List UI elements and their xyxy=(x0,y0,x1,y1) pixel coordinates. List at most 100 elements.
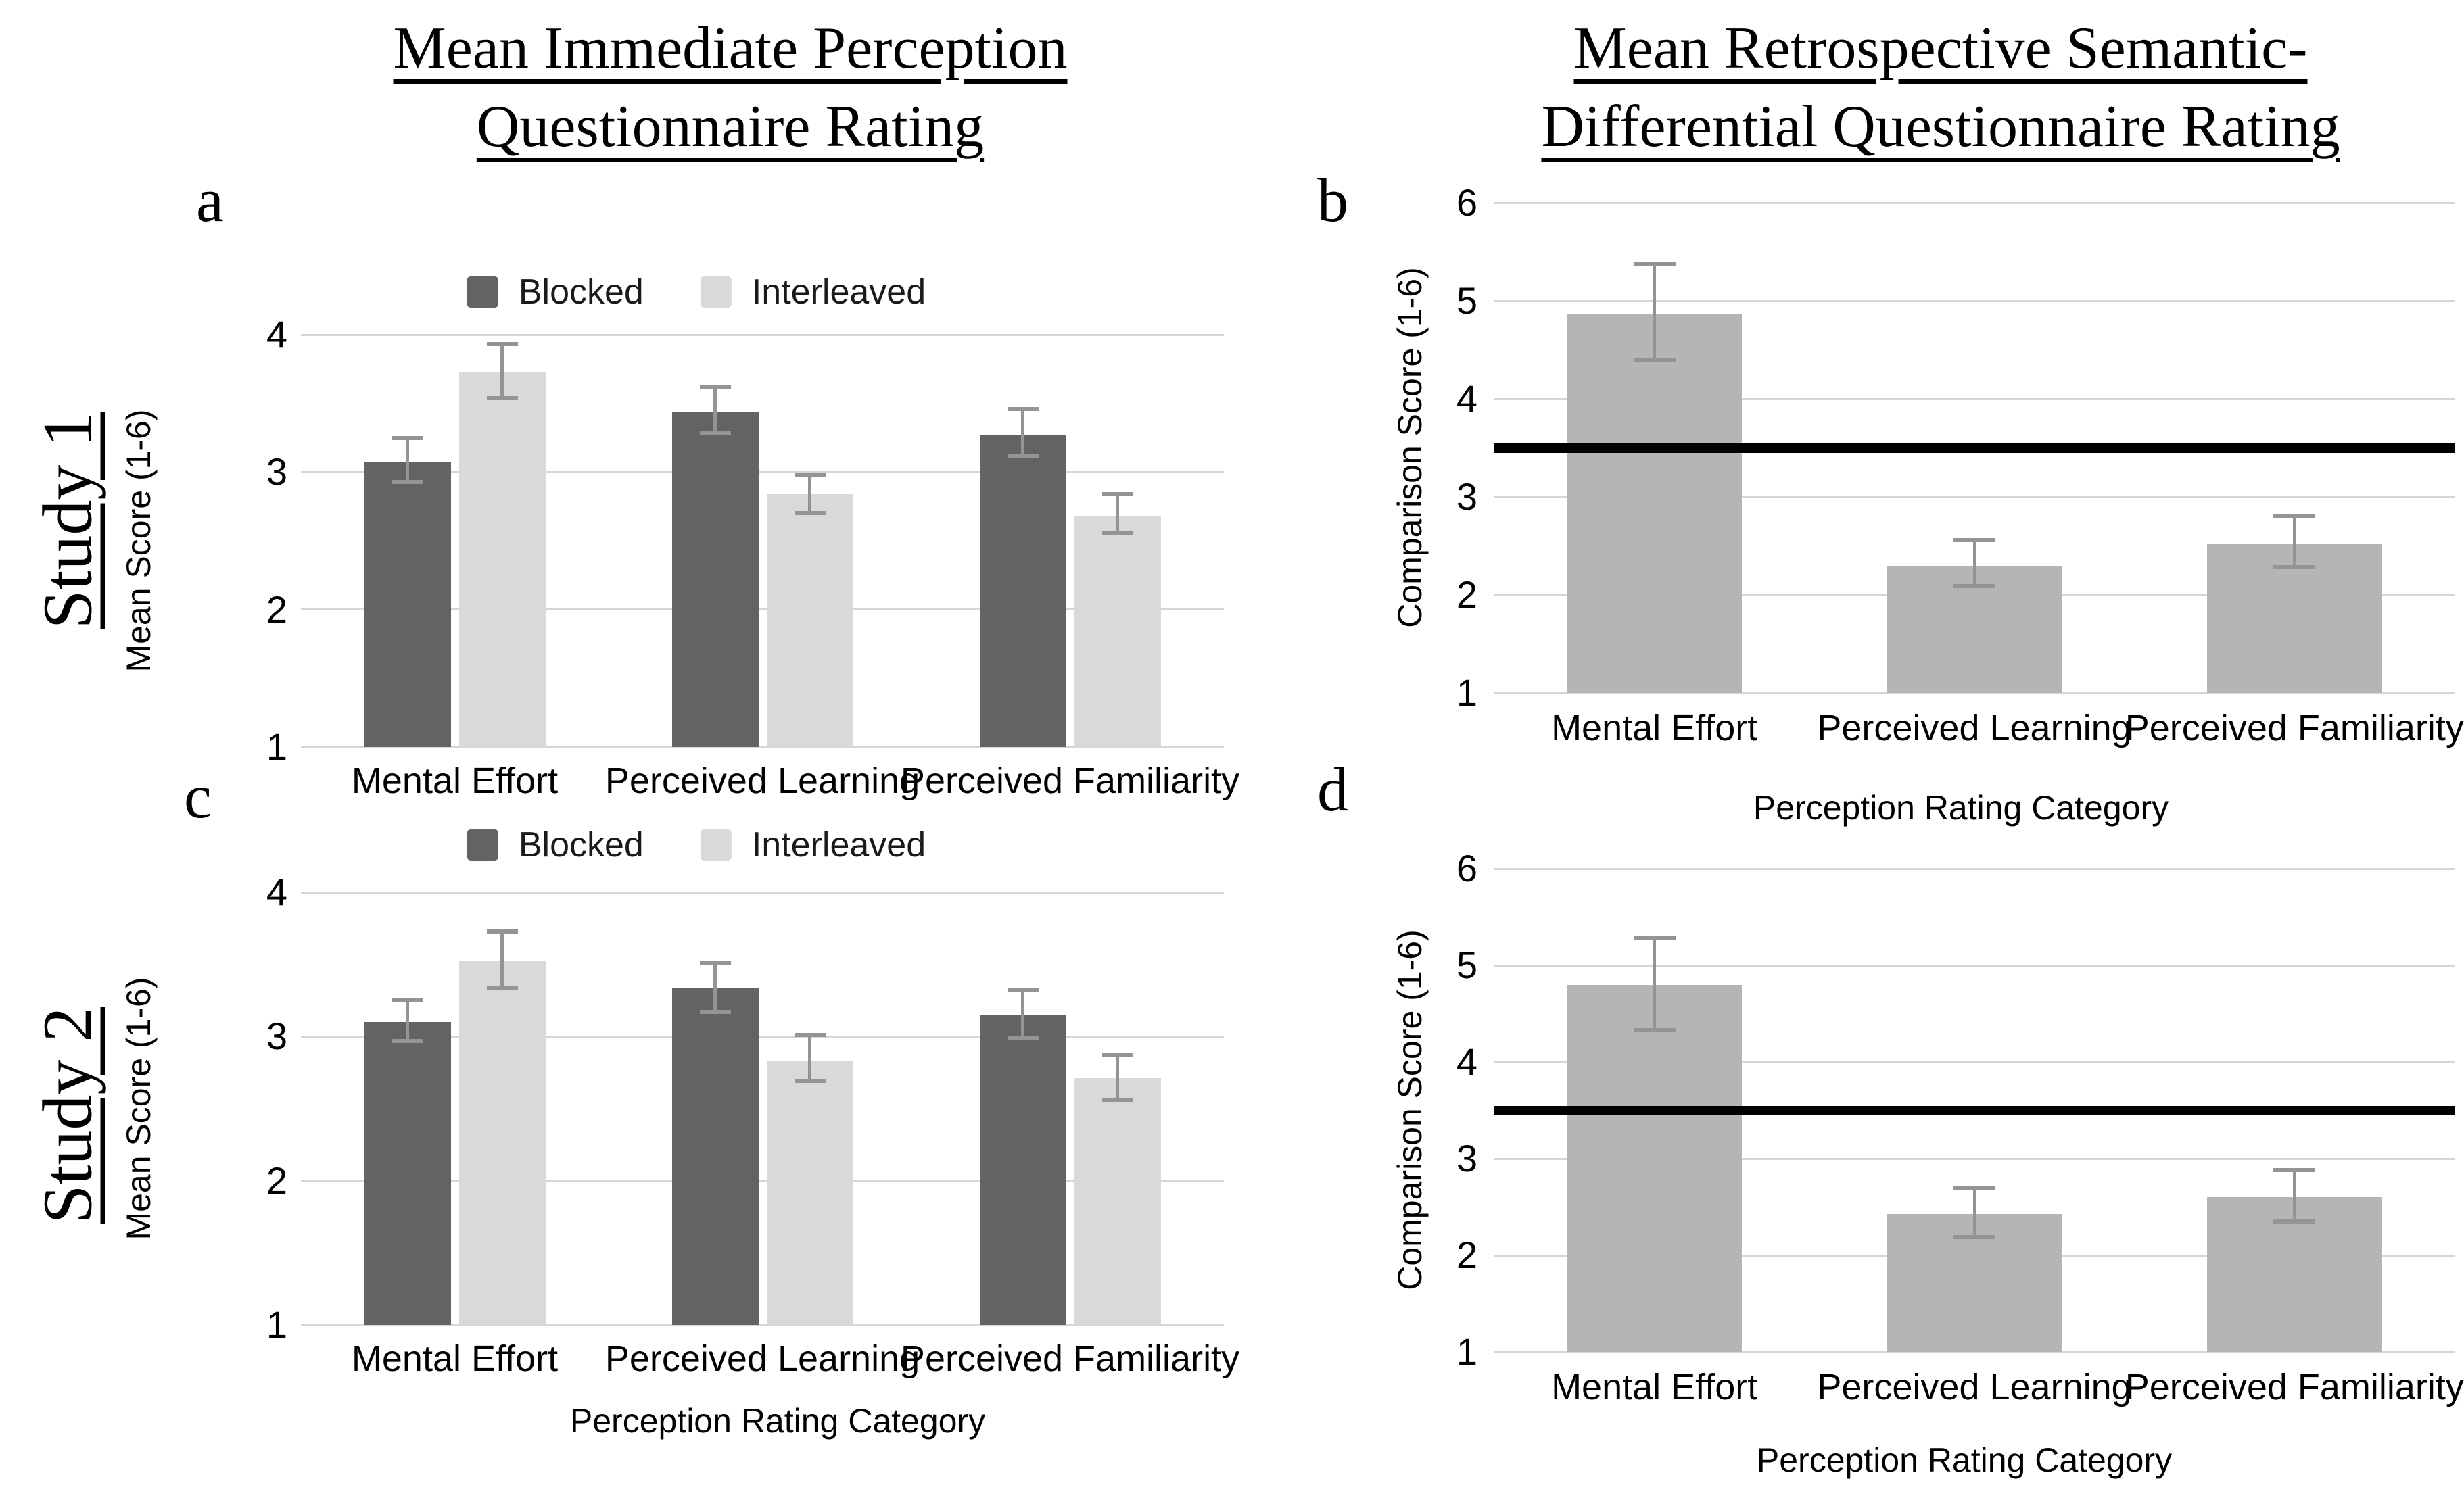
plot-area xyxy=(1494,201,2455,694)
plot-area xyxy=(1494,867,2455,1353)
gridline xyxy=(301,333,1224,336)
bar-blocked xyxy=(364,1022,451,1325)
y-tick-label: 3 xyxy=(266,450,287,493)
gridline xyxy=(301,746,1224,748)
right-column-title-line1: Mean Retrospective Semantic- xyxy=(1573,16,2308,81)
gridline xyxy=(1494,1351,2455,1353)
panel-letter-b: b xyxy=(1317,166,1348,235)
bar-mean xyxy=(1567,984,1742,1352)
category-label: Mental Effort xyxy=(1551,708,1758,748)
error-bar-cap-bottom xyxy=(486,395,518,400)
legend-item-interleaved: Interleaved xyxy=(700,272,926,312)
y-tick-label: 2 xyxy=(266,1159,287,1202)
bar-mean xyxy=(2207,543,2382,693)
error-bar-cap-top xyxy=(486,342,518,347)
y-tick-label: 3 xyxy=(1456,475,1477,518)
error-bar-cap-bottom xyxy=(1633,358,1676,363)
error-bar-line xyxy=(500,931,504,988)
category-label: Perceived Learning xyxy=(1817,1367,2132,1407)
error-bar-cap-top xyxy=(486,929,518,934)
error-bar-cap-bottom xyxy=(794,511,826,516)
category-label: Perceived Familiarity xyxy=(900,760,1240,801)
error-bar-cap-bottom xyxy=(1007,1036,1039,1040)
y-axis-title: Comparison Score (1-6) xyxy=(1391,929,1429,1290)
error-bar-line xyxy=(406,437,409,482)
plot-area xyxy=(301,891,1224,1326)
y-tick-label: 5 xyxy=(1456,944,1477,986)
bar-blocked xyxy=(979,1015,1066,1325)
error-bar-cap-top xyxy=(1953,537,1995,542)
y-tick-label: 4 xyxy=(1456,377,1477,420)
error-bar-cap-top xyxy=(1101,1053,1133,1058)
gridline xyxy=(1494,299,2455,302)
error-bar-line xyxy=(1972,539,1976,586)
error-bar-line xyxy=(2292,515,2296,568)
reference-line xyxy=(1494,1105,2455,1115)
y-axis-title: Mean Score (1-6) xyxy=(120,409,158,673)
bar-blocked xyxy=(671,411,759,747)
error-bar-cap-bottom xyxy=(486,985,518,990)
error-bar-line xyxy=(808,475,811,514)
x-axis-title: Perception Rating Category xyxy=(1753,789,2169,827)
right-column-title-line2: Differential Questionnaire Rating xyxy=(1541,94,2340,160)
y-tick-label: 3 xyxy=(266,1015,287,1058)
error-bar-cap-top xyxy=(2273,1168,2316,1173)
legend-swatch-interleaved xyxy=(700,829,732,861)
category-label: Perceived Familiarity xyxy=(2125,708,2464,748)
error-bar-cap-top xyxy=(1101,491,1133,496)
error-bar-cap-bottom xyxy=(699,431,731,436)
error-bar-cap-top xyxy=(1007,988,1039,993)
error-bar-cap-bottom xyxy=(1633,1027,1676,1032)
error-bar-cap-top xyxy=(794,473,826,477)
gridline xyxy=(301,891,1224,894)
y-tick-label: 6 xyxy=(1456,847,1477,890)
y-tick-label: 2 xyxy=(266,587,287,631)
legend-item-blocked: Blocked xyxy=(467,272,644,312)
error-bar-line xyxy=(808,1035,811,1082)
category-label: Perceived Familiarity xyxy=(2125,1367,2464,1407)
error-bar-line xyxy=(1116,1055,1119,1100)
y-axis-title: Comparison Score (1-6) xyxy=(1391,267,1429,628)
gridline xyxy=(1494,495,2455,498)
error-bar-cap-top xyxy=(2273,513,2316,518)
reference-line xyxy=(1494,443,2455,453)
x-axis-title: Perception Rating Category xyxy=(1756,1441,2173,1479)
bar-interleaved xyxy=(458,371,546,747)
gridline xyxy=(1494,201,2455,204)
error-bar-line xyxy=(713,387,717,434)
left-column-title: Mean Immediate Perception Questionnaire … xyxy=(394,9,1068,166)
error-bar-cap-bottom xyxy=(794,1079,826,1084)
panel-letter-d: d xyxy=(1317,755,1348,824)
error-bar-cap-bottom xyxy=(2273,1219,2316,1224)
legend-label: Blocked xyxy=(518,825,644,865)
category-label: Mental Effort xyxy=(351,760,559,801)
error-bar-cap-top xyxy=(1633,935,1676,940)
error-bar-cap-bottom xyxy=(1953,1234,1995,1239)
gridline xyxy=(301,1324,1224,1326)
study-1-text: Study 1 xyxy=(28,412,107,629)
gridline xyxy=(1494,867,2455,870)
study-2-text: Study 2 xyxy=(28,1007,107,1224)
error-bar-line xyxy=(713,963,717,1013)
error-bar-cap-top xyxy=(1633,262,1676,267)
bar-interleaved xyxy=(766,1061,853,1325)
left-column-title-line2: Questionnaire Rating xyxy=(476,94,985,160)
right-column-title: Mean Retrospective Semantic- Differentia… xyxy=(1541,9,2340,166)
gridline xyxy=(1494,1157,2455,1160)
error-bar-cap-bottom xyxy=(1007,453,1039,458)
y-tick-label: 6 xyxy=(1456,181,1477,224)
gridline xyxy=(1494,692,2455,694)
legend-label: Blocked xyxy=(518,272,644,312)
bar-blocked xyxy=(979,435,1066,747)
category-label: Perceived Learning xyxy=(605,1338,920,1379)
gridline xyxy=(301,470,1224,473)
study-1-row-label: Study 1 xyxy=(28,412,108,629)
bar-blocked xyxy=(364,462,451,747)
gridline xyxy=(1494,964,2455,967)
gridline xyxy=(1494,593,2455,596)
panel-letter-c: c xyxy=(184,762,212,831)
